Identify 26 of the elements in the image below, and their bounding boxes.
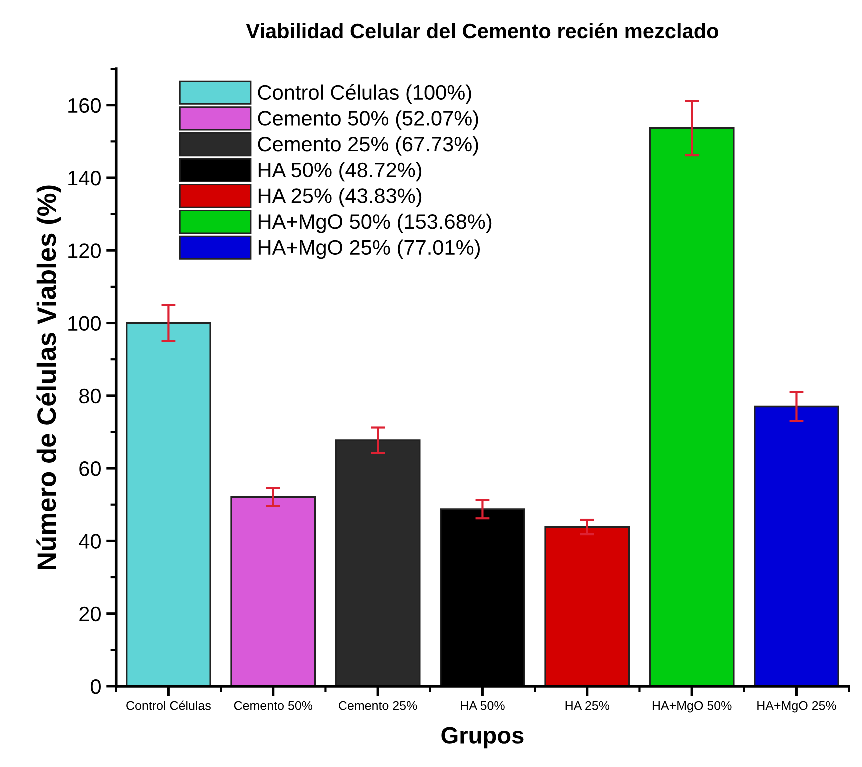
- x-axis-title: Grupos: [442, 727, 524, 749]
- y-tick-label: 80: [80, 388, 101, 404]
- x-tick-label: Cemento 25%: [339, 701, 418, 710]
- x-tick-label: HA+MgO 25%: [758, 701, 836, 713]
- y-tick-label: 120: [68, 244, 101, 258]
- x-tick-label: HA 50%: [461, 701, 505, 710]
- legend-label: Control Células (100%): [258, 84, 472, 104]
- y-axis-title: Número de Células Viables (%): [36, 186, 62, 570]
- y-tick-label: 160: [68, 98, 101, 114]
- legend-label: Cemento 25% (67.73%): [258, 136, 478, 156]
- y-tick-label: 100: [68, 316, 101, 332]
- legend-label: HA+MgO 25% (77.01%): [258, 240, 480, 260]
- y-tick-label: 60: [80, 462, 101, 476]
- y-tick-label: 20: [80, 606, 101, 622]
- x-tick-label: Control Células: [126, 700, 211, 710]
- legend-label: Cemento 50% (52.07%): [258, 110, 478, 130]
- y-tick-label: 40: [79, 534, 101, 549]
- x-tick-label: HA 25%: [566, 701, 610, 710]
- y-tick-label: 0: [91, 679, 101, 694]
- legend-label: HA 25% (43.83%): [258, 188, 422, 208]
- x-tick-label: HA+MgO 50%: [652, 701, 732, 713]
- legend-label: HA 50% (48.72%): [258, 162, 422, 182]
- legend-label: HA+MgO 50% (153.68%): [258, 214, 492, 234]
- x-tick-label: Cemento 50%: [234, 701, 313, 710]
- y-tick-label: 140: [68, 170, 101, 186]
- chart-title: Viabilidad Celular del Cemento recién mezclado: [246, 23, 718, 39]
